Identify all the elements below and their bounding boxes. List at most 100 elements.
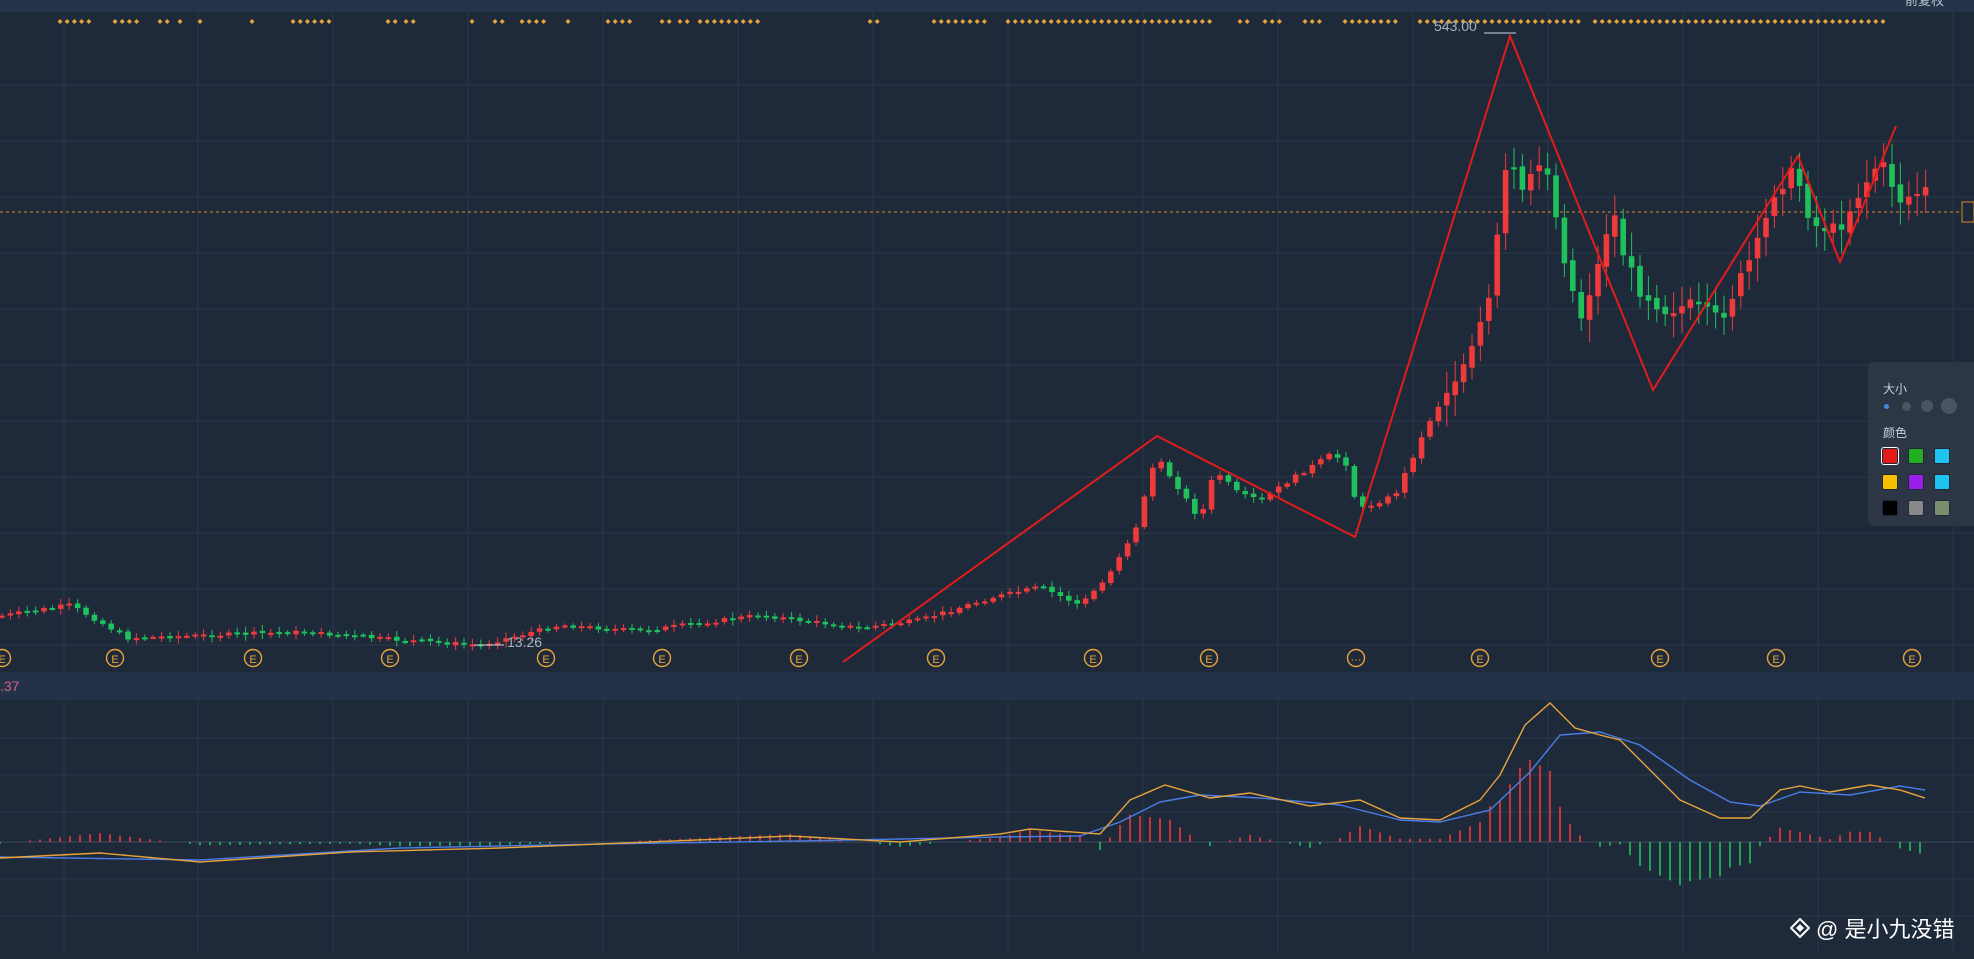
signal-dot	[403, 19, 409, 24]
signal-dot	[1750, 19, 1756, 24]
candle-body	[1805, 183, 1811, 218]
signal-dot	[1489, 19, 1495, 24]
candle-body	[1502, 170, 1509, 234]
signal-dot	[1156, 19, 1162, 24]
candle-body	[1393, 493, 1400, 497]
candle-body	[780, 617, 786, 620]
color-label: 颜色	[1883, 426, 1908, 440]
candle-body	[1452, 381, 1458, 396]
candle-body	[234, 632, 240, 635]
signal-dot	[1539, 19, 1545, 24]
candle-body	[511, 636, 518, 639]
color-swatch[interactable]	[1934, 474, 1950, 490]
candle-body	[1343, 457, 1349, 466]
candle-body	[142, 637, 148, 640]
signal-dot	[1547, 19, 1553, 24]
signal-dot	[1714, 19, 1720, 24]
candle-body	[1645, 295, 1652, 301]
candle-body	[956, 607, 963, 614]
candle-body	[536, 628, 543, 632]
watermark: @ 是小九没错	[1790, 912, 1954, 944]
color-swatch[interactable]	[1908, 500, 1924, 516]
candle-body	[1880, 162, 1887, 168]
signal-dot	[1844, 19, 1850, 24]
signal-dot	[319, 19, 325, 24]
high-price-label: 543.00	[1434, 18, 1477, 34]
candle-body	[1418, 437, 1425, 459]
color-swatch[interactable]	[1908, 474, 1924, 490]
size-option-xs[interactable]	[1884, 404, 1889, 409]
signal-dot	[1276, 19, 1282, 24]
candle-body	[654, 630, 660, 633]
candle-body	[1015, 591, 1022, 594]
candle-body	[1553, 175, 1559, 218]
candle-body	[1746, 260, 1752, 272]
candle-body	[436, 640, 442, 643]
candle-body	[74, 603, 81, 609]
signal-dot	[112, 19, 118, 24]
signal-dot	[677, 19, 683, 24]
signal-dot	[1496, 19, 1502, 24]
color-swatch[interactable]	[1882, 500, 1898, 516]
size-option-l[interactable]	[1941, 398, 1957, 414]
color-swatch[interactable]	[1882, 474, 1898, 490]
price-adjust-label[interactable]: 前复权	[1905, 0, 1944, 8]
watermark-text: @ 是小九没错	[1816, 917, 1955, 942]
candle-body	[1511, 167, 1517, 170]
candle-body	[822, 621, 828, 625]
candle-body	[872, 625, 879, 628]
candle-body	[217, 635, 224, 638]
candle-body	[150, 636, 156, 639]
candle-body	[394, 636, 400, 641]
signal-dot	[1127, 19, 1133, 24]
signal-dot	[1178, 19, 1184, 24]
candle-body	[343, 634, 350, 637]
candle-body	[1603, 234, 1610, 267]
candle-body	[66, 603, 72, 606]
signal-dot	[565, 19, 571, 24]
candle-body	[931, 616, 938, 619]
candle-body	[1326, 453, 1332, 460]
candle-body	[1620, 218, 1626, 256]
candle-body	[1250, 493, 1257, 498]
color-swatch[interactable]	[1881, 447, 1899, 465]
earnings-marker-text: E	[386, 654, 393, 666]
signal-dot	[1568, 19, 1574, 24]
candle-body	[1914, 194, 1920, 197]
candle-body	[318, 632, 324, 635]
size-option-m[interactable]	[1921, 400, 1933, 412]
signal-dot	[612, 19, 618, 24]
candle-body	[763, 615, 770, 618]
signal-dot	[1606, 19, 1612, 24]
color-swatch[interactable]	[1908, 448, 1924, 464]
color-swatch[interactable]	[1934, 448, 1950, 464]
zigzag-line	[842, 33, 1897, 663]
signal-dot	[1063, 19, 1069, 24]
signal-dot	[711, 19, 717, 24]
candle-body	[1570, 260, 1576, 291]
candle-body	[1150, 467, 1156, 497]
candle-body	[738, 616, 744, 620]
signal-dot	[755, 19, 761, 24]
candle-body	[1141, 496, 1148, 528]
candle-body	[528, 631, 534, 637]
candle-body	[797, 617, 803, 622]
candle-body	[1435, 406, 1442, 422]
earnings-marker-text: E	[795, 654, 802, 666]
candle-body	[452, 641, 459, 646]
candle-body	[612, 628, 618, 631]
signal-dot	[619, 19, 625, 24]
size-option-s[interactable]	[1902, 402, 1911, 411]
color-swatch[interactable]	[1934, 500, 1950, 516]
signal-dot	[1729, 19, 1735, 24]
signal-dot	[86, 19, 92, 24]
signal-dot	[1439, 19, 1445, 24]
candle-body	[1595, 263, 1601, 297]
signal-dot	[157, 19, 163, 24]
candle-body	[1057, 592, 1064, 597]
signal-dot	[1575, 19, 1581, 24]
candle-body	[520, 635, 526, 638]
candle-body	[1351, 466, 1358, 497]
signal-dot	[1269, 19, 1275, 24]
